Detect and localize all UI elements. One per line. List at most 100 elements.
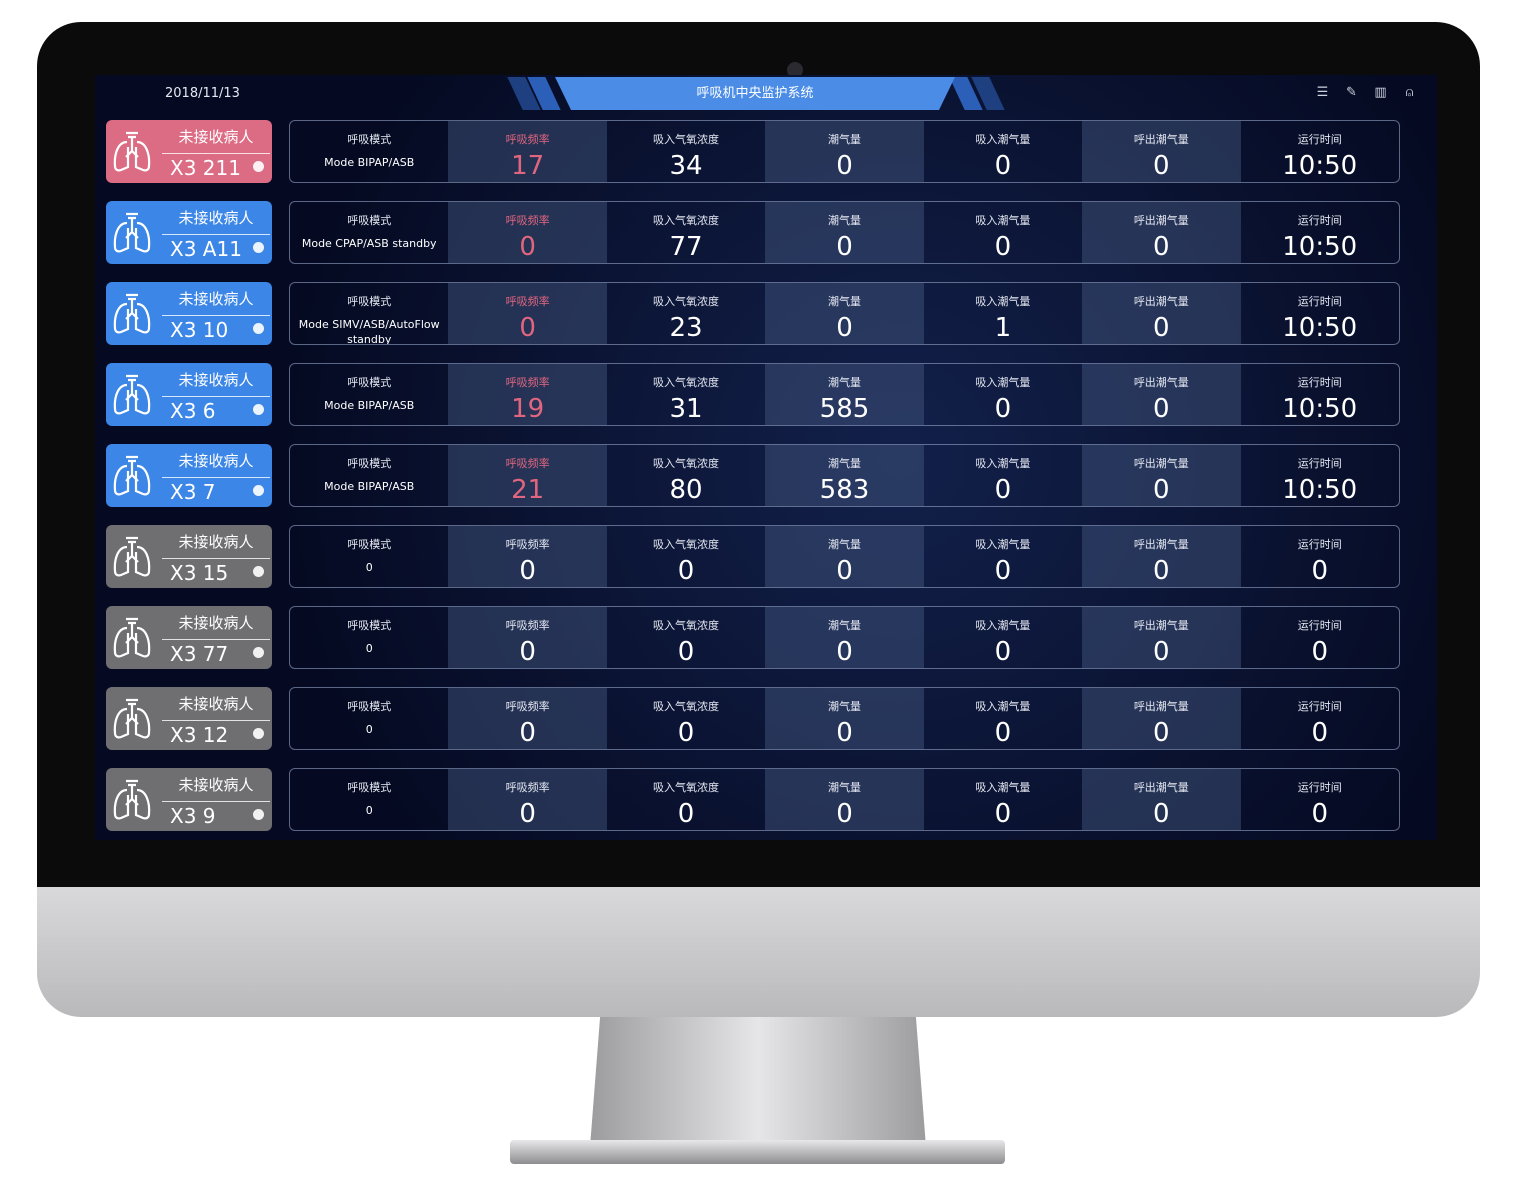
lungs-icon (112, 778, 152, 822)
metric-cell: 呼出潮气量 0 (1082, 526, 1241, 587)
metric-value: 0 (519, 313, 536, 343)
edit-icon[interactable] (253, 323, 264, 334)
metric-value: 0 (1311, 637, 1329, 667)
bed-number: X3 6 (170, 399, 216, 423)
metric-value: 0 (836, 637, 853, 667)
metric-cell: 吸入气氧浓度 34 (607, 121, 765, 182)
metric-value: 23 (669, 313, 703, 343)
camera (787, 62, 803, 78)
metric-value: 0 (836, 232, 853, 262)
metric-value: Mode CPAP/ASB standby (301, 237, 437, 250)
bed-card[interactable]: 未接收病人 X3 211 (106, 120, 272, 183)
patient-row: 未接收病人 X3 15 呼吸模式 0 呼吸频率 0 吸入气氧浓度 0 潮气量 0… (106, 525, 1400, 588)
metric-label: 吸入气氧浓度 (653, 538, 720, 551)
metric-value: 10:50 (1282, 151, 1358, 181)
metric-label: 吸入潮气量 (975, 700, 1031, 713)
metric-value: 19 (511, 394, 545, 424)
metric-label: 吸入气氧浓度 (653, 700, 720, 713)
metric-value: 0 (365, 642, 373, 655)
patient-row: 未接收病人 X3 77 呼吸模式 0 呼吸频率 0 吸入气氧浓度 0 潮气量 0… (106, 606, 1400, 669)
bed-number: X3 77 (170, 642, 229, 666)
metric-value: Mode BIPAP/ASB (324, 156, 415, 169)
bed-card[interactable]: 未接收病人 X3 9 (106, 768, 272, 831)
lungs-icon (112, 535, 152, 579)
bed-card[interactable]: 未接收病人 X3 15 (106, 525, 272, 588)
metric-value: 0 (994, 232, 1012, 262)
metric-label: 呼吸频率 (505, 619, 550, 632)
metric-value: 583 (819, 475, 870, 505)
list-icon[interactable]: ☰ (1316, 85, 1329, 100)
metric-cell: 吸入潮气量 0 (924, 445, 1082, 506)
edit-icon[interactable] (253, 566, 264, 577)
metric-value: 0 (365, 561, 373, 574)
metric-label: 呼出潮气量 (1133, 295, 1189, 308)
bed-number: X3 211 (170, 156, 241, 180)
layout-icon[interactable]: ▥ (1374, 85, 1387, 100)
lungs-icon (112, 616, 152, 660)
metric-cell: 潮气量 0 (765, 688, 924, 749)
metric-cell: 呼出潮气量 0 (1082, 607, 1241, 668)
metric-cell: 吸入气氧浓度 80 (607, 445, 765, 506)
metric-cell: 吸入气氧浓度 0 (607, 688, 765, 749)
edit-icon[interactable] (253, 242, 264, 253)
screen: 2018/11/13 呼吸机中央监护系统 ☰ ✎ ▥ ⍝ 未接收病人 X3 21… (95, 75, 1437, 840)
bed-card[interactable]: 未接收病人 X3 10 (106, 282, 272, 345)
metric-value: 0 (1153, 799, 1170, 829)
bed-card[interactable]: 未接收病人 X3 6 (106, 363, 272, 426)
metrics-panel: 呼吸模式 0 呼吸频率 0 吸入气氧浓度 0 潮气量 0 吸入潮气量 0 呼出潮… (289, 606, 1400, 669)
metric-label: 呼出潮气量 (1133, 376, 1189, 389)
metric-value: 0 (365, 723, 373, 736)
metric-value: 0 (1153, 232, 1170, 262)
bed-number: X3 7 (170, 480, 216, 504)
metric-label: 吸入潮气量 (975, 538, 1031, 551)
metric-cell: 吸入气氧浓度 31 (607, 364, 765, 425)
metric-cell: 呼吸模式 0 (290, 607, 448, 668)
patient-status: 未接收病人 (162, 369, 270, 397)
metric-cell: 呼吸模式 Mode SIMV/ASB/AutoFlow standby (290, 283, 448, 344)
metric-label: 呼出潮气量 (1133, 214, 1189, 227)
bed-card[interactable]: 未接收病人 X3 A11 (106, 201, 272, 264)
metric-value: 0 (519, 556, 536, 586)
bed-card[interactable]: 未接收病人 X3 77 (106, 606, 272, 669)
edit-icon[interactable] (253, 647, 264, 658)
metric-cell: 运行时间 10:50 (1241, 445, 1399, 506)
metric-cell: 运行时间 0 (1241, 526, 1399, 587)
metric-label: 潮气量 (827, 376, 861, 389)
metric-label: 吸入气氧浓度 (653, 214, 720, 227)
patient-status: 未接收病人 (162, 288, 270, 316)
lungs-icon (112, 211, 152, 255)
edit-icon[interactable] (253, 809, 264, 820)
metric-cell: 呼吸频率 0 (448, 202, 607, 263)
bed-card[interactable]: 未接收病人 X3 7 (106, 444, 272, 507)
edit-icon[interactable]: ✎ (1346, 85, 1357, 100)
metric-label: 吸入潮气量 (975, 781, 1031, 794)
edit-icon[interactable] (253, 161, 264, 172)
metric-value: 0 (677, 556, 695, 586)
patient-row: 未接收病人 X3 7 呼吸模式 Mode BIPAP/ASB 呼吸频率 21 吸… (106, 444, 1400, 507)
metric-label: 吸入潮气量 (975, 376, 1031, 389)
metric-value: 0 (1153, 394, 1170, 424)
metric-cell: 吸入气氧浓度 0 (607, 769, 765, 830)
metric-label: 潮气量 (827, 133, 861, 146)
metric-value: 0 (994, 394, 1012, 424)
patient-row: 未接收病人 X3 10 呼吸模式 Mode SIMV/ASB/AutoFlow … (106, 282, 1400, 345)
bed-number: X3 9 (170, 804, 216, 828)
bed-card[interactable]: 未接收病人 X3 12 (106, 687, 272, 750)
edit-icon[interactable] (253, 728, 264, 739)
metric-value: 0 (1311, 799, 1329, 829)
metric-cell: 吸入潮气量 0 (924, 607, 1082, 668)
edit-icon[interactable] (253, 485, 264, 496)
metric-cell: 呼吸模式 0 (290, 769, 448, 830)
patient-row: 未接收病人 X3 6 呼吸模式 Mode BIPAP/ASB 呼吸频率 19 吸… (106, 363, 1400, 426)
user-icon[interactable]: ⍝ (1405, 85, 1414, 100)
metric-label: 吸入气氧浓度 (653, 133, 720, 146)
metric-cell: 呼吸频率 0 (448, 283, 607, 344)
metric-label: 呼出潮气量 (1133, 619, 1189, 632)
metric-value: 34 (669, 151, 703, 181)
metric-value: 585 (819, 394, 870, 424)
metrics-panel: 呼吸模式 Mode BIPAP/ASB 呼吸频率 17 吸入气氧浓度 34 潮气… (289, 120, 1400, 183)
metric-label: 呼吸模式 (347, 214, 392, 227)
edit-icon[interactable] (253, 404, 264, 415)
metrics-panel: 呼吸模式 Mode BIPAP/ASB 呼吸频率 21 吸入气氧浓度 80 潮气… (289, 444, 1400, 507)
metric-value: 0 (1153, 718, 1170, 748)
